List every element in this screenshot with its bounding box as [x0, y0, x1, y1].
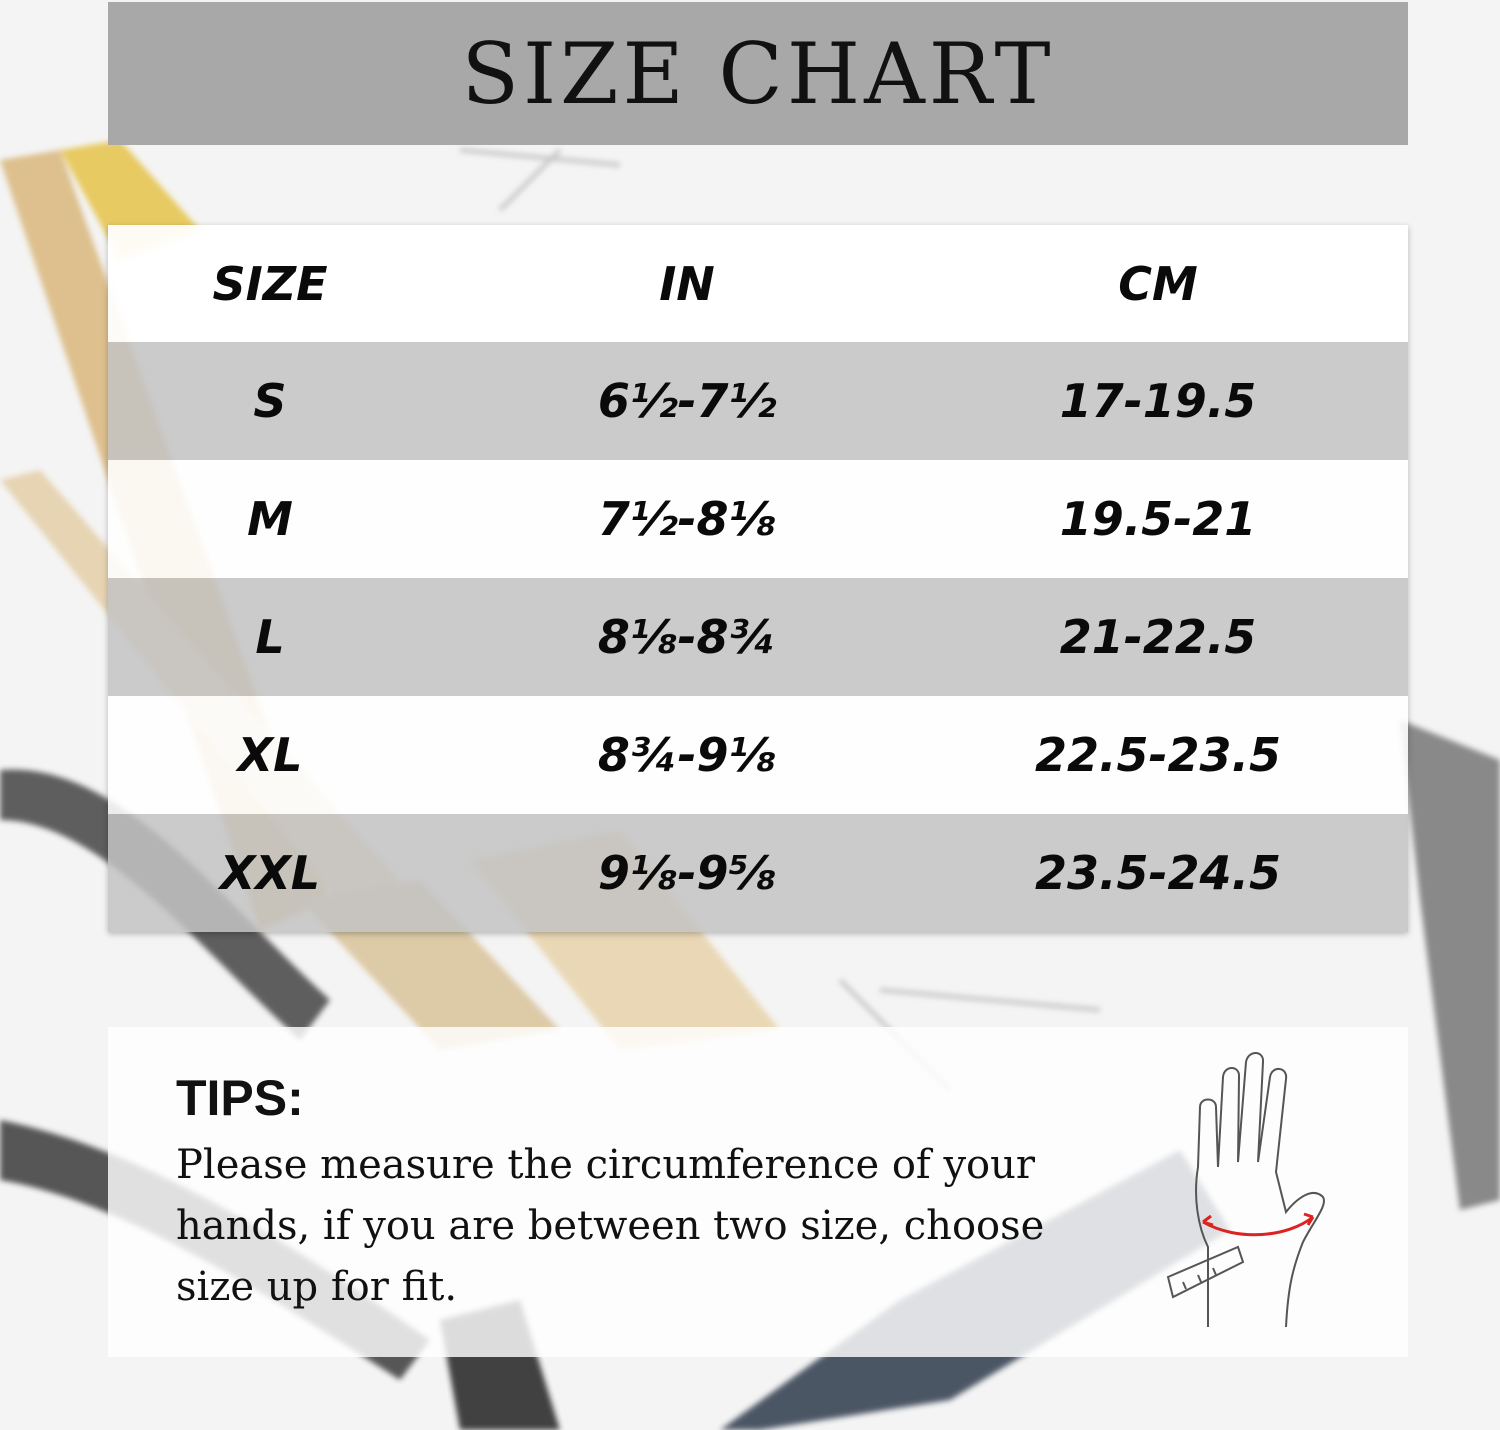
- table-row: S 6½-7½ 17-19.5: [108, 342, 1408, 460]
- table-header-row: SIZE IN CM: [108, 225, 1408, 342]
- tips-box: TIPS: Please measure the circumference o…: [108, 1027, 1408, 1357]
- table-row: M 7½-8⅛ 19.5-21: [108, 460, 1408, 578]
- page-title: SIZE CHART: [461, 24, 1055, 123]
- size-cell: XXL: [219, 846, 321, 900]
- cm-cell: 23.5-24.5: [1034, 846, 1282, 900]
- title-band: SIZE CHART: [108, 2, 1408, 145]
- hand-measuring-tape-icon: [1166, 1052, 1325, 1328]
- header-in: IN: [659, 256, 715, 311]
- cm-cell: 22.5-23.5: [1034, 728, 1282, 782]
- inch-cell: 9⅛-9⅝: [597, 846, 777, 900]
- inch-cell: 6½-7½: [597, 374, 777, 428]
- header-cm: CM: [1118, 256, 1198, 311]
- inch-cell: 7½-8⅛: [597, 492, 777, 546]
- tips-title: TIPS:: [176, 1070, 304, 1126]
- inch-cell: 8¾-9⅛: [597, 728, 777, 782]
- header-size: SIZE: [212, 256, 328, 311]
- size-table: SIZE IN CM S 6½-7½ 17-19.5 M 7½-8⅛ 19.5-…: [108, 225, 1408, 932]
- tips-text: Please measure the circumference of your…: [176, 1142, 1045, 1310]
- table-row: XXL 9⅛-9⅝ 23.5-24.5: [108, 814, 1408, 932]
- table-row: XL 8¾-9⅛ 22.5-23.5: [108, 696, 1408, 814]
- size-cell: M: [247, 492, 293, 546]
- cm-cell: 17-19.5: [1059, 374, 1257, 428]
- cm-cell: 21-22.5: [1059, 610, 1257, 664]
- inch-cell: 8⅛-8¾: [597, 610, 777, 664]
- size-cell: S: [253, 374, 287, 428]
- size-cell: XL: [237, 728, 303, 782]
- cm-cell: 19.5-21: [1059, 492, 1257, 546]
- size-cell: L: [255, 610, 285, 664]
- table-row: L 8⅛-8¾ 21-22.5: [108, 578, 1408, 696]
